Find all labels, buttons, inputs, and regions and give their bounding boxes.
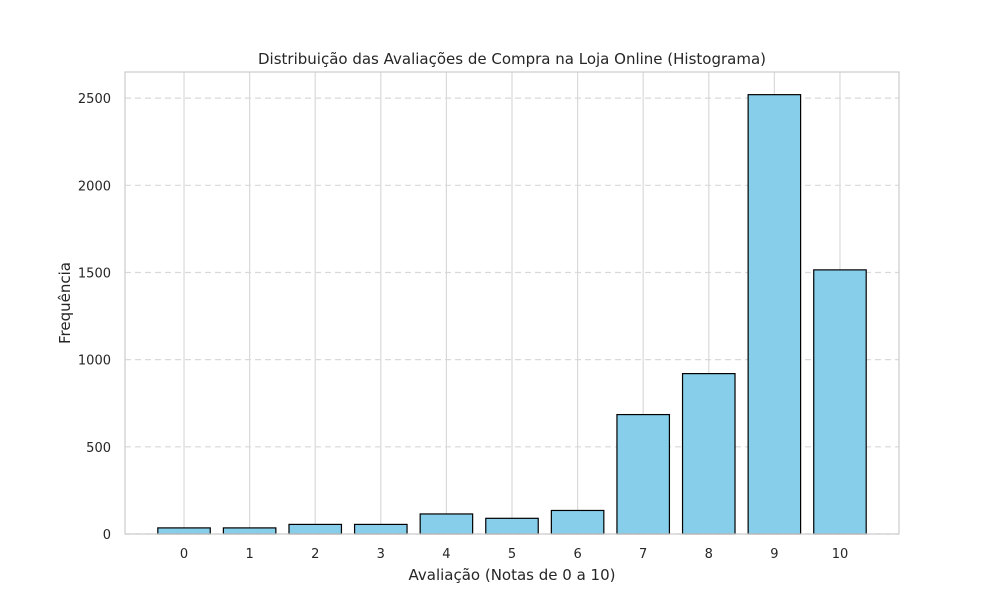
bars-layer [157, 94, 867, 535]
x-tick-label: 2 [311, 547, 319, 562]
x-tick-label: 0 [180, 547, 188, 562]
x-tick-label: 9 [770, 547, 778, 562]
bar-4 [419, 513, 474, 535]
y-tick-label: 500 [86, 441, 111, 456]
bar-0 [157, 527, 211, 535]
bar-5 [485, 517, 539, 535]
x-tick-label: 3 [377, 547, 385, 562]
chart-title: Distribuição das Avaliações de Compra na… [258, 50, 766, 68]
x-tick-label: 5 [508, 547, 516, 562]
y-axis-label: Frequência [56, 262, 74, 344]
bar-3 [353, 523, 408, 535]
x-tick-label: 10 [832, 547, 849, 562]
y-tick-label: 1000 [78, 354, 111, 369]
x-tick-label: 6 [573, 547, 581, 562]
y-tick-label: 2500 [78, 92, 111, 107]
x-tick-label: 4 [442, 547, 450, 562]
ticks-layer: 0 1 2 3 4 5 6 7 8 9 10 0 500 1000 1500 2000 2500 [78, 92, 848, 562]
bar-9 [747, 94, 802, 535]
bar-7 [616, 413, 671, 535]
y-tick-label: 1500 [78, 266, 111, 281]
bar-10 [813, 269, 867, 535]
bar-8 [681, 373, 736, 535]
y-tick-label: 2000 [78, 179, 111, 194]
bar-1 [222, 527, 277, 535]
bar-6 [550, 509, 605, 535]
x-axis-label: Avaliação (Notas de 0 a 10) [409, 566, 616, 584]
y-tick-label: 0 [103, 528, 111, 543]
x-tick-label: 8 [705, 547, 713, 562]
x-tick-label: 7 [639, 547, 647, 562]
plot-frame [124, 71, 900, 535]
x-tick-label: 1 [245, 547, 253, 562]
bar-2 [288, 523, 343, 535]
